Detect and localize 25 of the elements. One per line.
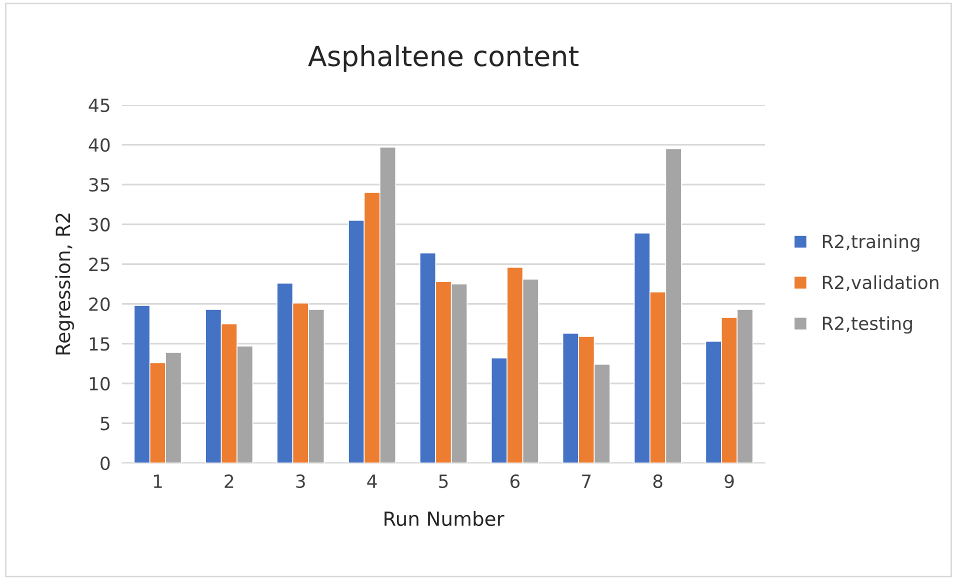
chart-title: Asphaltene content [308,45,578,72]
x-tick-label: 3 [296,474,305,488]
y-tick-label: 35 [89,178,110,192]
x-tick-label: 5 [439,474,448,488]
y-tick-label: 20 [89,297,110,312]
legend-label: R2,testing [822,316,912,334]
legend-label: R2,training [822,234,920,252]
y-tick-label: 40 [88,138,110,152]
y-tick-label: 0 [100,456,110,470]
y-tick-label: 15 [90,337,110,351]
legend-label: R2,validation [822,275,938,292]
x-tick-label: 1 [154,474,162,488]
x-axis-title: Run Number [384,511,504,526]
y-axis-title: Regression, R2 [55,214,74,354]
y-tick-label: 45 [88,98,110,112]
y-tick-label: 25 [89,258,110,272]
x-tick-label: 2 [224,474,234,488]
x-tick-label: 4 [367,474,377,488]
x-tick-label: 7 [582,474,591,488]
y-tick-label: 30 [89,218,110,232]
y-tick-label: 10 [90,376,110,391]
y-tick-label: 5 [100,416,110,430]
x-tick-label: 8 [653,474,662,488]
x-tick-label: 9 [724,474,734,488]
x-tick-label: 6 [510,474,520,488]
